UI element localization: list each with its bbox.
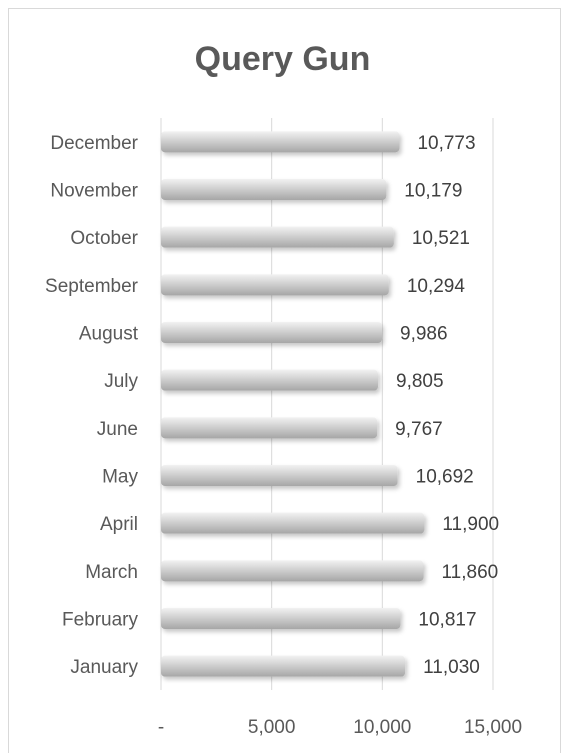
bar-may [161, 465, 398, 486]
bar-september [161, 274, 389, 296]
data-label: 10,294 [407, 276, 466, 297]
category-label: November [50, 181, 138, 202]
data-label: 10,521 [412, 228, 470, 249]
x-tick-label: 5,000 [248, 717, 296, 738]
category-label: February [62, 610, 139, 631]
x-tick-label: 15,000 [464, 717, 522, 738]
category-label: September [45, 276, 139, 297]
data-label: 9,767 [395, 419, 443, 440]
category-label: August [79, 324, 139, 345]
category-label: October [70, 228, 138, 249]
x-tick-label: 10,000 [353, 717, 411, 738]
category-label: March [85, 562, 138, 583]
bar-october [161, 226, 394, 248]
chart-title: Query Gun [194, 40, 371, 78]
data-label: 9,986 [400, 324, 448, 345]
data-label: 10,692 [416, 467, 474, 488]
bar-november [161, 179, 387, 200]
data-label: 11,900 [442, 514, 499, 535]
data-label: 10,179 [404, 181, 462, 202]
bar-march [161, 560, 424, 582]
data-label: 10,773 [417, 133, 475, 154]
data-label: 9,805 [396, 371, 444, 392]
category-label: January [70, 657, 138, 678]
bar-april [161, 512, 425, 534]
bar-june [161, 417, 378, 439]
bar-december [161, 131, 400, 153]
bar-august [161, 322, 383, 343]
category-label: June [97, 419, 138, 440]
data-label: 10,817 [418, 610, 476, 631]
bar-july [161, 369, 379, 391]
category-label: December [50, 133, 138, 154]
category-label: April [100, 514, 138, 535]
category-label: July [104, 371, 138, 392]
bar-january [161, 655, 406, 677]
data-label: 11,030 [423, 657, 480, 678]
category-label: May [102, 467, 138, 488]
bar-february [161, 608, 401, 629]
data-label: 11,860 [442, 562, 499, 583]
x-tick-label: - [158, 717, 164, 738]
